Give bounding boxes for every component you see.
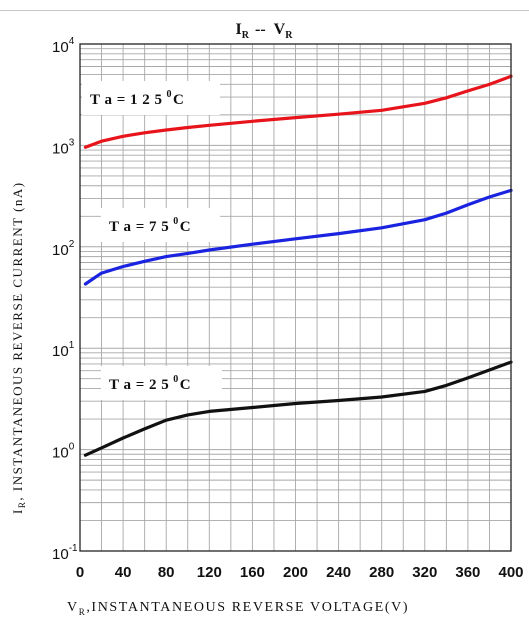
y-tick-base: 10	[52, 242, 69, 259]
x-tick-label: 280	[369, 564, 394, 581]
series-label-text: T a = 2 5	[109, 377, 169, 393]
y-tick-base: 10	[52, 546, 69, 563]
y-tick-exponent: 2	[69, 239, 75, 250]
title-main-1: I	[236, 21, 242, 38]
series-label-3: T a = 2 5 0C	[109, 374, 191, 393]
series-label-unit: C	[180, 377, 191, 393]
series-label-2: T a = 7 5 0C	[109, 216, 191, 235]
x-tick-label: 360	[455, 564, 480, 581]
title-separator: --	[255, 21, 266, 38]
series-line-1	[83, 74, 513, 149]
x-tick-label: 40	[115, 564, 132, 581]
y-tick-label: 100	[52, 442, 75, 462]
y-tick-label: 10-1	[52, 543, 78, 563]
title-sub-2: R	[285, 30, 293, 41]
y-tick-base: 10	[52, 140, 69, 157]
x-axis-label-rest: ,INSTANTANEOUS REVERSE VOLTAGE(V)	[86, 600, 409, 615]
x-tick-label: 0	[76, 564, 84, 581]
x-tick-label: 120	[197, 564, 222, 581]
x-tick-labels: 0 40 80 120 160 200 240 280 320 360 400	[76, 564, 524, 581]
y-tick-base: 10	[52, 445, 69, 462]
x-tick-label: 240	[326, 564, 351, 581]
series-label-box-2	[101, 208, 220, 242]
y-tick-base: 10	[52, 39, 69, 56]
chart-title: IR -- VR	[236, 21, 294, 41]
y-tick-label: 104	[52, 36, 75, 56]
series-label-text: T a = 1 2 5	[90, 92, 163, 108]
x-tick-label: 80	[158, 564, 175, 581]
y-tick-exponent: 3	[69, 137, 75, 148]
y-tick-base: 10	[52, 343, 69, 360]
series-labels: T a = 1 2 5 0CT a = 7 5 0CT a = 2 5 0C	[82, 81, 222, 400]
x-tick-label: 400	[498, 564, 523, 581]
y-tick-label: 103	[52, 137, 75, 157]
x-axis-label-v: V	[67, 600, 79, 615]
series-line-3	[83, 360, 513, 457]
y-tick-exponent: 0	[69, 442, 75, 453]
series-lines	[83, 74, 513, 457]
plot-frame	[79, 43, 512, 552]
series-label-box-1	[82, 81, 220, 115]
series-label-degree: 0	[173, 216, 179, 227]
series-label-unit: C	[173, 92, 184, 108]
x-tick-label: 160	[240, 564, 265, 581]
x-tick-label: 320	[412, 564, 437, 581]
y-tick-exponent: -1	[69, 543, 78, 554]
grid	[79, 44, 512, 552]
y-axis-label-i: I	[10, 508, 25, 514]
y-tick-exponent: 1	[69, 340, 75, 351]
series-label-text: T a = 7 5	[109, 219, 169, 235]
x-tick-label: 200	[283, 564, 308, 581]
y-tick-exponent: 4	[69, 36, 75, 47]
series-label-degree: 0	[167, 89, 173, 100]
series-label-1: T a = 1 2 5 0C	[90, 89, 184, 108]
title-main-2: V	[274, 21, 286, 38]
series-label-box-3	[101, 366, 222, 400]
title-sub-1: R	[242, 30, 250, 41]
x-axis-label-sub: R	[79, 607, 87, 617]
x-axis-label: VR,INSTANTANEOUS REVERSE VOLTAGE(V)	[67, 600, 409, 617]
series-label-unit: C	[180, 219, 191, 235]
series-label-degree: 0	[173, 374, 179, 385]
y-axis-label-sub: R	[17, 501, 27, 509]
y-tick-label: 101	[52, 340, 75, 360]
y-axis-label: IR, INSTANTANEOUS REVERSE CURRENT (nA)	[10, 181, 27, 514]
y-axis-label-rest: , INSTANTANEOUS REVERSE CURRENT (nA)	[10, 181, 25, 500]
series-line-2	[83, 188, 513, 286]
y-tick-label: 102	[52, 239, 75, 259]
